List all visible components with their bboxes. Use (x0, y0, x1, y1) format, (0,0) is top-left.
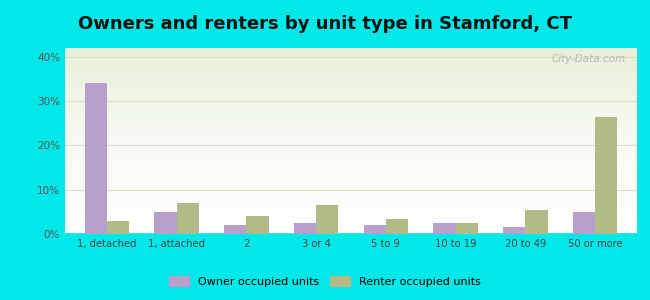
Bar (386, 218, 408, 234)
Bar (316, 205, 339, 234)
Bar (525, 210, 548, 234)
Bar (363, 225, 386, 234)
Text: City-Data.com: City-Data.com (551, 54, 625, 64)
Bar (246, 216, 268, 234)
Bar (595, 117, 617, 234)
Bar (294, 223, 316, 234)
Bar (107, 221, 129, 234)
Text: Owners and renters by unit type in Stamford, CT: Owners and renters by unit type in Stamf… (78, 15, 572, 33)
Bar (573, 212, 595, 234)
Legend: Owner occupied units, Renter occupied units: Owner occupied units, Renter occupied un… (164, 272, 486, 291)
Bar (154, 212, 177, 234)
Bar (434, 223, 456, 234)
Bar (456, 223, 478, 234)
Bar (224, 225, 246, 234)
Bar (177, 203, 199, 234)
Bar (503, 227, 525, 234)
Bar (84, 83, 107, 234)
